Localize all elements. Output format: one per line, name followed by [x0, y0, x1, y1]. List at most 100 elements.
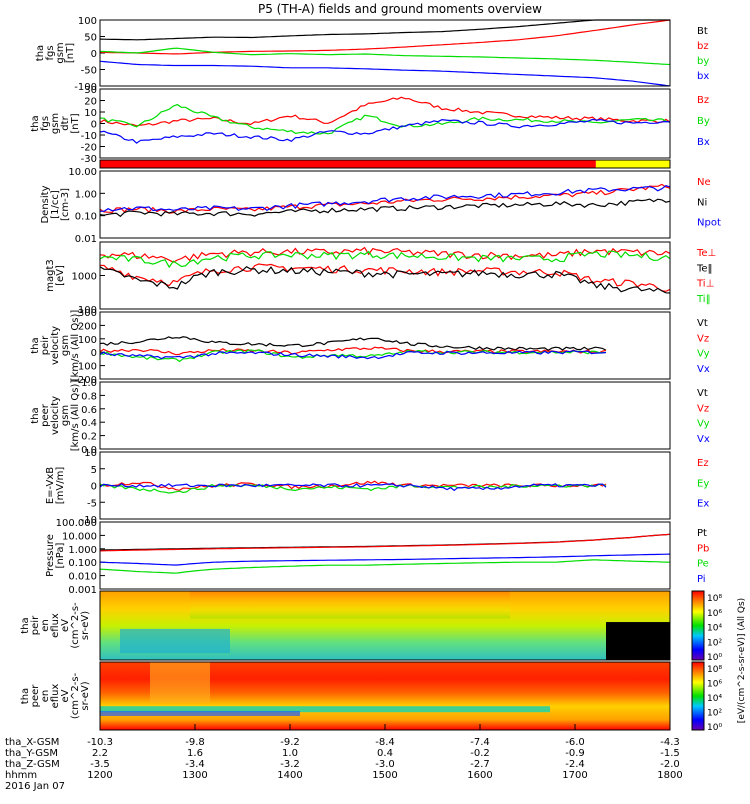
- x-row-value: -6.0: [565, 737, 585, 748]
- legend-Pt: Pt: [697, 528, 707, 539]
- mode-bar-segment: [100, 160, 596, 168]
- x-row-value: 1800: [657, 770, 682, 781]
- x-row-value: -2.7: [470, 759, 490, 770]
- y-axis-label: gsm: [55, 42, 66, 63]
- series-Vz: [99, 346, 607, 356]
- y-axis-label: en: [40, 619, 51, 632]
- y-axis-label: tha: [20, 617, 31, 633]
- y-tick-label: 300: [78, 308, 97, 319]
- y-tick-label: 0.100: [68, 558, 97, 569]
- legend-Pi: Pi: [697, 574, 706, 585]
- y-axis-label: Pressure: [45, 534, 56, 577]
- y-tick-label: 0.01: [75, 234, 97, 245]
- y-axis-label: [nPa]: [55, 542, 66, 568]
- heatmap-band: [100, 710, 300, 716]
- y-tick-label: 0.10: [75, 212, 97, 223]
- legend-bx: bx: [697, 71, 709, 82]
- colorbar-upper: [691, 590, 705, 661]
- x-row-value: -2.0: [660, 759, 680, 770]
- y-axis-label: en: [40, 690, 51, 703]
- x-row-value: -2.4: [565, 759, 585, 770]
- y-tick-label: 200: [78, 321, 97, 332]
- series-Vx: [99, 349, 607, 360]
- colorbar-tick-label: 10⁸: [707, 665, 722, 675]
- legend-Bx: Bx: [697, 137, 710, 148]
- series-Te‖: [99, 265, 671, 294]
- y-axis-label: velocity: [50, 396, 61, 435]
- legend-Bz: Bz: [697, 95, 709, 106]
- series-Pi: [99, 553, 671, 566]
- y-axis-label: eflux: [50, 613, 61, 638]
- panel-frame: [99, 451, 671, 520]
- x-row-value: -3.4: [185, 759, 205, 770]
- legend-Vy: Vy: [697, 419, 710, 430]
- colorbar-tick-label: 10⁰: [707, 653, 722, 663]
- heatmap-band: [150, 662, 210, 703]
- y-tick-label: 100: [78, 305, 97, 316]
- y-axis-label: eV: [60, 619, 71, 632]
- y-axis-label: sr-eV): [80, 611, 91, 640]
- y-axis-label: dtr: [60, 115, 71, 130]
- legend-Ez: Ez: [697, 458, 709, 469]
- panel-frame: [99, 241, 671, 310]
- date-label: 2016 Jan 07: [5, 781, 65, 792]
- x-row-value: 1400: [277, 770, 302, 781]
- legend-by: by: [697, 56, 709, 67]
- y-tick-label: 20: [84, 97, 97, 108]
- legend-Ex: Ex: [697, 499, 709, 510]
- y-tick-label: 50: [84, 33, 97, 44]
- series-Bz: [99, 96, 671, 127]
- panel-frame: [99, 521, 671, 590]
- y-axis-label: [km/s (All Qs)]: [70, 310, 81, 382]
- legend-By: By: [697, 116, 710, 127]
- figure-title: P5 (TH-A) fields and ground moments over…: [258, 2, 542, 16]
- heatmap-band: [100, 706, 550, 713]
- panel-frame: [99, 159, 671, 169]
- x-row-value: -7.4: [470, 737, 490, 748]
- x-row-value: 1300: [182, 770, 207, 781]
- colorbar-tick-label: 10⁸: [707, 594, 722, 604]
- y-axis-label: gsm: [60, 335, 71, 356]
- x-row-value: 0.4: [377, 748, 393, 759]
- x-row-label: tha_X-GSM: [5, 737, 59, 748]
- y-tick-label: 100: [78, 16, 97, 27]
- series-Te⊥: [99, 263, 671, 292]
- legend-Pe: Pe: [697, 559, 709, 570]
- y-axis-label: Density: [40, 185, 51, 223]
- y-tick-label: -30: [81, 154, 97, 165]
- x-row-value: -3.0: [375, 759, 395, 770]
- y-axis-label: (cm^2-s-: [70, 672, 81, 719]
- y-axis-label: peir: [40, 335, 51, 355]
- y-tick-label: -10: [81, 515, 97, 526]
- y-tick-label: 10: [84, 448, 97, 459]
- y-tick-label: 1.0: [81, 378, 97, 389]
- x-row-value: 1200: [87, 770, 112, 781]
- colorbar-tick-label: 10²: [707, 638, 722, 648]
- colorbar-tick-label: 10⁰: [707, 723, 722, 733]
- x-row-value: -8.4: [375, 737, 395, 748]
- y-axis-label: tha: [20, 688, 31, 704]
- series-Pe: [99, 559, 671, 574]
- y-tick-label: 0.6: [81, 405, 97, 416]
- series-Vt: [99, 336, 607, 352]
- series-by: [99, 47, 671, 66]
- series-Npot: [99, 185, 671, 212]
- legend-Ti‖: Ti‖: [696, 294, 711, 305]
- series-Bt: [99, 19, 670, 41]
- y-tick-label: 1.000: [68, 545, 97, 556]
- y-tick-label: 0.001: [68, 585, 97, 596]
- y-axis-label: tha: [35, 45, 46, 61]
- y-axis-label: gsm: [50, 113, 61, 134]
- series-bz: [99, 19, 671, 55]
- y-tick-label: -100: [74, 82, 97, 93]
- x-row-value: -10.3: [87, 737, 113, 748]
- x-row-value: 2.2: [92, 748, 108, 759]
- colorbar-lower: [691, 661, 705, 731]
- y-axis-label: magt3: [45, 259, 56, 292]
- x-row-value: -0.2: [470, 748, 490, 759]
- series-Pt: [99, 533, 671, 551]
- colorbar-tick-label: 10⁴: [707, 624, 722, 634]
- y-axis-label: [eV]: [55, 265, 66, 286]
- y-tick-label: -100: [74, 362, 97, 373]
- y-tick-label: 0.0: [81, 445, 97, 456]
